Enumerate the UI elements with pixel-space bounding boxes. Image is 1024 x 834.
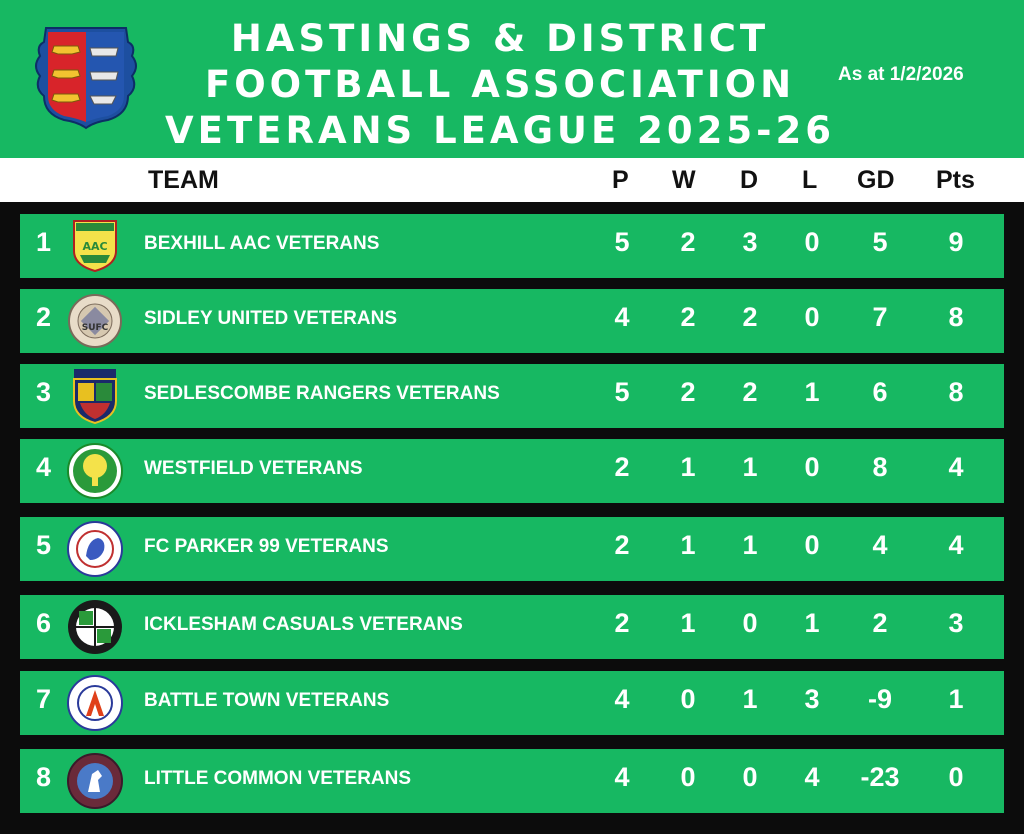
points: 9 — [948, 227, 964, 257]
column-header-row: TEAM P W D L GD Pts — [0, 158, 1024, 202]
position: 5 — [36, 530, 52, 560]
table-row: 2 SUFC SIDLEY UNITED VETERANS 4 2 2 0 7 … — [20, 289, 1004, 353]
played: 2 — [614, 608, 630, 638]
won: 0 — [680, 684, 696, 714]
played: 5 — [614, 227, 630, 257]
lost: 4 — [804, 762, 820, 792]
drawn: 0 — [742, 608, 758, 638]
played: 2 — [614, 530, 630, 560]
position: 1 — [36, 227, 52, 257]
lost: 0 — [804, 302, 820, 332]
table-row: 6 ICKLESHAM CASUALS VETERANS 2 1 0 1 2 3 — [20, 595, 1004, 659]
lost: 0 — [804, 530, 820, 560]
table-row: 7 BATTLE TOWN VETERANS 4 0 1 3 -9 1 — [20, 671, 1004, 735]
points: 4 — [948, 530, 964, 560]
column-header-w: W — [672, 166, 696, 194]
team-name: WESTFIELD VETERANS — [144, 458, 363, 479]
drawn: 2 — [742, 377, 758, 407]
won: 2 — [680, 227, 696, 257]
drawn: 1 — [742, 684, 758, 714]
position: 7 — [36, 684, 52, 714]
goal-difference: 5 — [872, 227, 888, 257]
won: 1 — [680, 452, 696, 482]
played: 4 — [614, 302, 630, 332]
goal-difference: 2 — [872, 608, 888, 638]
position: 6 — [36, 608, 52, 638]
battle-town-crest-icon — [67, 675, 123, 731]
goal-difference: 8 — [872, 452, 888, 482]
table-row: 3 SEDLESCOMBE RANGERS VETERANS 5 2 2 1 6… — [20, 364, 1004, 428]
played: 4 — [614, 762, 630, 792]
won: 1 — [680, 608, 696, 638]
lost: 1 — [804, 377, 820, 407]
svg-text:AAC: AAC — [82, 240, 107, 253]
played: 5 — [614, 377, 630, 407]
played: 4 — [614, 684, 630, 714]
column-header-pts: Pts — [936, 166, 975, 194]
hastings-fa-crest-icon — [35, 27, 137, 130]
lost: 3 — [804, 684, 820, 714]
as-at-date: As at 1/2/2026 — [838, 64, 964, 85]
points: 8 — [948, 302, 964, 332]
icklesham-casuals-crest-icon — [68, 600, 122, 654]
goal-difference: -23 — [860, 762, 900, 792]
table-row: 4 WESTFIELD VETERANS 2 1 1 0 8 4 — [20, 439, 1004, 503]
lost: 0 — [804, 227, 820, 257]
page-title: HASTINGS & DISTRICT FOOTBALL ASSOCIATION… — [150, 16, 850, 154]
team-name: SEDLESCOMBE RANGERS VETERANS — [144, 383, 500, 404]
table-row: 5 FC PARKER 99 VETERANS 2 1 1 0 4 4 — [20, 517, 1004, 581]
column-header-p: P — [612, 166, 629, 194]
team-name: SIDLEY UNITED VETERANS — [144, 308, 398, 329]
goal-difference: 4 — [872, 530, 888, 560]
points: 8 — [948, 377, 964, 407]
sedlescombe-rangers-crest-icon — [73, 369, 117, 425]
played: 2 — [614, 452, 630, 482]
title-line-2: FOOTBALL ASSOCIATION — [204, 63, 796, 106]
points: 1 — [948, 684, 964, 714]
column-header-gd: GD — [857, 166, 895, 194]
column-header-d: D — [740, 166, 759, 194]
position: 4 — [36, 452, 52, 482]
points: 3 — [948, 608, 964, 638]
sidley-united-crest-icon: SUFC — [68, 294, 122, 348]
title-line-3: VETERANS LEAGUE 2025-26 — [165, 109, 835, 152]
svg-text:SUFC: SUFC — [82, 323, 109, 333]
goal-difference: 6 — [872, 377, 888, 407]
won: 0 — [680, 762, 696, 792]
position: 2 — [36, 302, 52, 332]
points: 4 — [948, 452, 964, 482]
team-name: BEXHILL AAC VETERANS — [144, 233, 380, 254]
lost: 0 — [804, 452, 820, 482]
little-common-crest-icon — [67, 753, 123, 809]
drawn: 1 — [742, 530, 758, 560]
points: 0 — [948, 762, 964, 792]
table-row: 1 AAC BEXHILL AAC VETERANS 5 2 3 0 5 9 — [20, 214, 1004, 278]
goal-difference: 7 — [872, 302, 888, 332]
bexhill-aac-crest-icon: AAC — [73, 220, 117, 273]
won: 1 — [680, 530, 696, 560]
won: 2 — [680, 377, 696, 407]
position: 8 — [36, 762, 52, 792]
header-banner: HASTINGS & DISTRICT FOOTBALL ASSOCIATION… — [0, 0, 1024, 158]
team-name: LITTLE COMMON VETERANS — [144, 768, 412, 789]
drawn: 2 — [742, 302, 758, 332]
column-header-l: L — [802, 166, 818, 194]
table-row: 8 LITTLE COMMON VETERANS 4 0 0 4 -23 0 — [20, 749, 1004, 813]
team-name: BATTLE TOWN VETERANS — [144, 690, 390, 711]
drawn: 1 — [742, 452, 758, 482]
westfield-crest-icon — [67, 443, 123, 499]
column-header-team: TEAM — [148, 166, 219, 194]
drawn: 0 — [742, 762, 758, 792]
won: 2 — [680, 302, 696, 332]
lost: 1 — [804, 608, 820, 638]
team-name: ICKLESHAM CASUALS VETERANS — [144, 614, 463, 635]
position: 3 — [36, 377, 52, 407]
drawn: 3 — [742, 227, 758, 257]
goal-difference: -9 — [867, 684, 892, 714]
team-name: FC PARKER 99 VETERANS — [144, 536, 389, 557]
title-line-1: HASTINGS & DISTRICT — [230, 17, 770, 60]
fc-parker-99-crest-icon — [67, 521, 123, 577]
